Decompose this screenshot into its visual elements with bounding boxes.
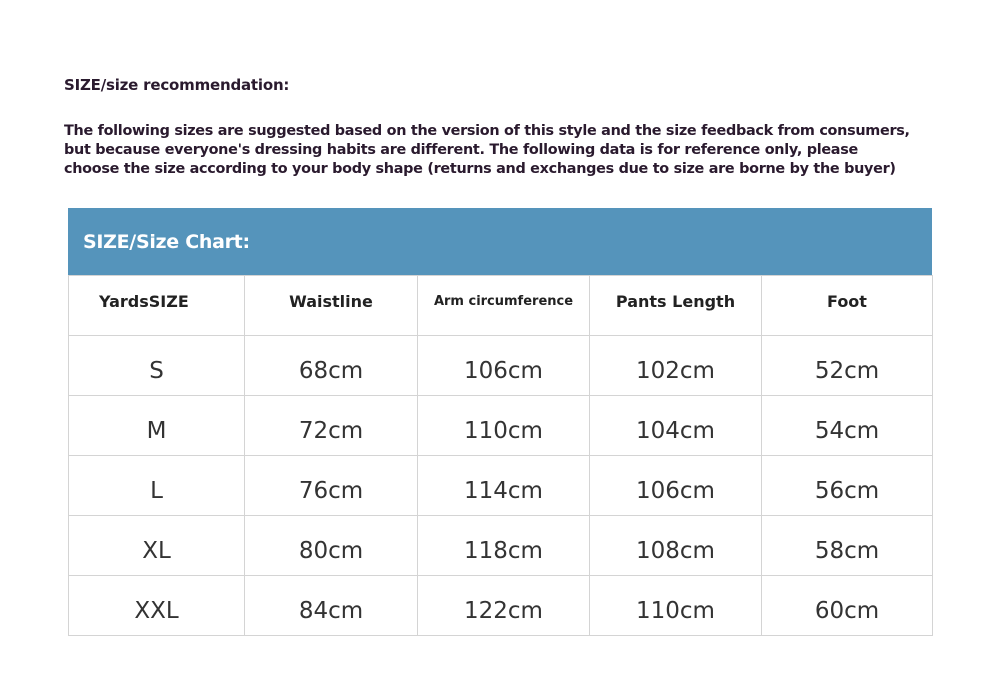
size-chart-heading: SIZE/Size Chart: [68, 208, 932, 275]
measurement-cell: 84cm [244, 575, 418, 636]
size-cell: S [68, 335, 245, 396]
measurement-cell: 110cm [589, 575, 762, 636]
table-row: M 72cm 110cm 104cm 54cm [68, 395, 933, 456]
table-row: S 68cm 106cm 102cm 52cm [68, 335, 933, 396]
measurement-cell: 68cm [244, 335, 418, 396]
measurement-cell: 110cm [417, 395, 590, 456]
table-header-row: YardsSIZE Waistline Arm circumference Pa… [68, 275, 933, 336]
measurement-cell: 60cm [761, 575, 933, 636]
measurement-cell: 108cm [589, 515, 762, 576]
table-row: XL 80cm 118cm 108cm 58cm [68, 515, 933, 576]
intro-line: choose the size according to your body s… [64, 161, 896, 177]
size-cell: M [68, 395, 245, 456]
measurement-cell: 52cm [761, 335, 933, 396]
intro-text: The following sizes are suggested based … [64, 122, 964, 179]
measurement-cell: 118cm [417, 515, 590, 576]
size-table: YardsSIZE Waistline Arm circumference Pa… [68, 275, 933, 636]
measurement-cell: 106cm [589, 455, 762, 516]
measurement-cell: 106cm [417, 335, 590, 396]
column-header: Pants Length [589, 275, 762, 336]
intro-line: but because everyone's dressing habits a… [64, 142, 858, 158]
size-cell: L [68, 455, 245, 516]
column-header: Foot [761, 275, 933, 336]
table-row: XXL 84cm 122cm 110cm 60cm [68, 575, 933, 636]
measurement-cell: 58cm [761, 515, 933, 576]
measurement-cell: 122cm [417, 575, 590, 636]
table-row: L 76cm 114cm 106cm 56cm [68, 455, 933, 516]
column-header: Waistline [244, 275, 418, 336]
intro-line: The following sizes are suggested based … [64, 123, 910, 139]
size-cell: XL [68, 515, 245, 576]
measurement-cell: 104cm [589, 395, 762, 456]
measurement-cell: 102cm [589, 335, 762, 396]
size-cell: XXL [68, 575, 245, 636]
column-header: YardsSIZE [68, 275, 245, 336]
measurement-cell: 114cm [417, 455, 590, 516]
measurement-cell: 80cm [244, 515, 418, 576]
measurement-cell: 56cm [761, 455, 933, 516]
column-header: Arm circumference [417, 275, 590, 336]
measurement-cell: 72cm [244, 395, 418, 456]
size-chart: SIZE/Size Chart: YardsSIZE Waistline Arm… [68, 208, 933, 636]
measurement-cell: 76cm [244, 455, 418, 516]
measurement-cell: 54cm [761, 395, 933, 456]
page-title: SIZE/size recommendation: [64, 76, 290, 94]
